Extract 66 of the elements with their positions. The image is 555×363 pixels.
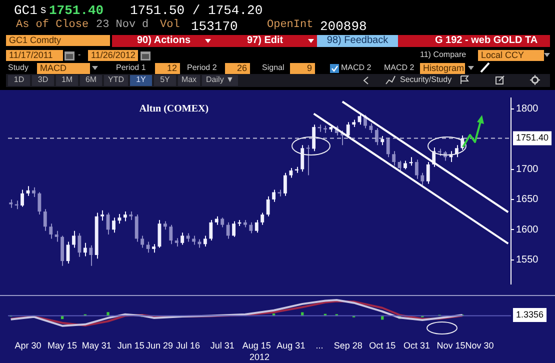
text: 5Y: [154, 75, 176, 86]
text: 11/17/2011: [6, 50, 63, 61]
text: Max: [178, 75, 200, 86]
x-tick-label: Jul 16: [176, 340, 200, 350]
text: 1751.50 / 1754.20: [130, 3, 263, 18]
text: OpenInt: [267, 19, 314, 31]
text: GC1 Comdty: [6, 35, 110, 46]
text: d: [142, 19, 149, 31]
text: 1M: [56, 75, 78, 86]
y-tick-label: 1550: [516, 254, 539, 266]
x-tick-label: Nov 15: [436, 340, 466, 350]
text: G 192 - web GOLD TA: [435, 35, 538, 46]
text: Period 2: [187, 63, 217, 72]
text: 98) Feedback: [317, 35, 398, 47]
text: 1.3356: [516, 309, 544, 320]
text: 3D: [32, 75, 54, 86]
x-axis-title: 2012: [249, 352, 270, 362]
x-tick-label: Apr 30: [14, 340, 42, 350]
text: MACD 2: [384, 63, 414, 72]
y-tick-label: 1700: [516, 164, 539, 176]
text: Security/Study: [400, 75, 452, 84]
x-tick-label: May 15: [48, 340, 78, 350]
x-tick-label: Jun 15: [117, 340, 144, 350]
ref-line-label: 1751.40: [516, 132, 549, 143]
x-tick-label: Nov 30: [465, 340, 494, 350]
x-tick-label: May 31: [82, 340, 112, 350]
text: s: [40, 5, 47, 17]
x-tick-label: Jul 31: [210, 340, 234, 350]
text: 1Y: [130, 75, 152, 86]
text: YTD: [104, 75, 128, 86]
text: Signal: [262, 63, 284, 72]
text: Histogram: [420, 63, 465, 74]
text: 6M: [80, 75, 102, 86]
text: 23 Nov: [96, 19, 136, 31]
text: 9: [290, 63, 315, 74]
text: Study: [8, 63, 28, 72]
text: MACD: [37, 63, 90, 74]
text: 12: [155, 63, 180, 74]
text: 153170: [191, 19, 238, 34]
x-tick-label: Oct 15: [369, 340, 396, 350]
text: MACD 2: [341, 63, 372, 72]
x-tick-label: Aug 15: [242, 340, 271, 350]
text: 97) Edit: [247, 35, 284, 46]
text: Period 1: [116, 63, 146, 72]
x-tick-label: Oct 31: [403, 340, 430, 350]
text: Local CCY: [478, 50, 544, 61]
y-tick-label: 1600: [516, 224, 539, 236]
text: Daily ▼: [202, 75, 238, 86]
text: Altın (COMEX): [139, 104, 209, 115]
text: 26: [225, 63, 250, 74]
x-tick-label: Jun 29: [146, 340, 173, 350]
text: -: [78, 50, 81, 59]
text: 200898: [320, 19, 367, 34]
x-tick-label: Aug 31: [276, 340, 306, 350]
text: 90) Actions: [137, 35, 191, 46]
text: 11) Compare: [420, 50, 466, 59]
y-tick-label: 1800: [516, 104, 539, 115]
x-tick-label: ...: [316, 340, 324, 350]
text: 1D: [8, 75, 30, 86]
x-tick-label: Sep 28: [334, 340, 362, 350]
y-tick-label: 1650: [516, 194, 539, 206]
text: Vol: [160, 19, 180, 31]
text: GC1: [14, 3, 38, 18]
text: 11/26/2012: [88, 50, 138, 61]
text: 1751.40: [49, 3, 104, 18]
text: As of Close: [16, 19, 89, 31]
